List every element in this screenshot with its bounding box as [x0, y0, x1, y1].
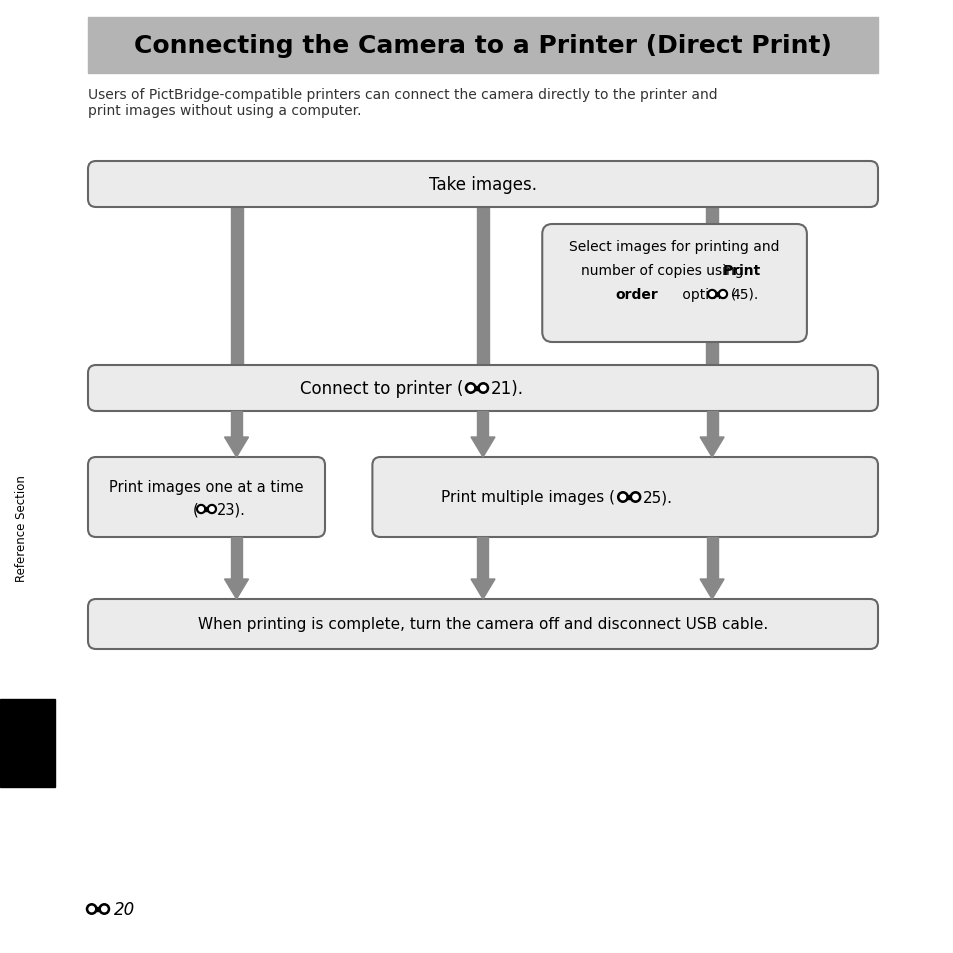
Circle shape — [99, 903, 110, 914]
Polygon shape — [471, 579, 495, 599]
Circle shape — [468, 386, 473, 392]
Polygon shape — [224, 437, 249, 457]
Circle shape — [196, 505, 206, 514]
Circle shape — [198, 507, 203, 512]
Bar — [88, 18, 877, 74]
Circle shape — [707, 291, 716, 299]
Polygon shape — [706, 412, 717, 437]
Circle shape — [465, 383, 476, 394]
FancyBboxPatch shape — [372, 457, 877, 537]
Text: order: order — [615, 288, 658, 302]
Text: Users of PictBridge-compatible printers can connect the camera directly to the p: Users of PictBridge-compatible printers … — [88, 88, 717, 102]
Polygon shape — [700, 579, 723, 599]
Text: Reference Section: Reference Section — [15, 475, 29, 582]
Circle shape — [617, 493, 627, 503]
Text: 45).: 45). — [731, 288, 758, 302]
Bar — [625, 496, 633, 499]
Text: Connect to printer (: Connect to printer ( — [299, 379, 462, 397]
Text: 25).: 25). — [642, 490, 673, 505]
Bar — [231, 208, 242, 366]
Text: option (: option ( — [677, 288, 735, 302]
Circle shape — [477, 383, 488, 394]
Bar — [94, 907, 102, 911]
Polygon shape — [477, 537, 488, 579]
Polygon shape — [477, 412, 488, 437]
Bar — [476, 208, 489, 366]
Text: Print images one at a time: Print images one at a time — [110, 480, 303, 495]
Text: Connecting the Camera to a Printer (Direct Print): Connecting the Camera to a Printer (Dire… — [134, 34, 831, 58]
Circle shape — [632, 495, 638, 500]
Circle shape — [709, 293, 714, 297]
FancyBboxPatch shape — [541, 225, 806, 343]
FancyBboxPatch shape — [88, 457, 325, 537]
Circle shape — [619, 495, 625, 500]
Bar — [203, 508, 210, 511]
FancyBboxPatch shape — [88, 366, 877, 412]
Text: 20: 20 — [113, 900, 135, 918]
Text: Print multiple images (: Print multiple images ( — [440, 490, 615, 505]
Polygon shape — [224, 579, 249, 599]
Circle shape — [102, 906, 107, 912]
Circle shape — [630, 493, 640, 503]
Bar — [473, 387, 480, 391]
Polygon shape — [706, 537, 717, 579]
Polygon shape — [231, 412, 242, 437]
Polygon shape — [700, 437, 723, 457]
Polygon shape — [471, 437, 495, 457]
Bar — [714, 293, 720, 296]
Text: number of copies using: number of copies using — [580, 264, 747, 277]
Text: Select images for printing and: Select images for printing and — [569, 240, 779, 253]
Text: print images without using a computer.: print images without using a computer. — [88, 104, 361, 118]
Circle shape — [718, 291, 727, 299]
Bar — [705, 208, 718, 225]
Bar — [705, 343, 718, 366]
Text: 21).: 21). — [491, 379, 523, 397]
Circle shape — [207, 505, 216, 514]
Circle shape — [89, 906, 94, 912]
FancyBboxPatch shape — [88, 599, 877, 649]
Bar — [0, 700, 55, 787]
Text: When printing is complete, turn the camera off and disconnect USB cable.: When printing is complete, turn the came… — [197, 617, 767, 632]
Circle shape — [720, 293, 724, 297]
FancyBboxPatch shape — [88, 162, 877, 208]
Circle shape — [87, 903, 97, 914]
Circle shape — [210, 507, 214, 512]
Circle shape — [480, 386, 485, 392]
Text: Take images.: Take images. — [429, 175, 537, 193]
Text: (: ( — [193, 502, 198, 517]
Text: Print: Print — [721, 264, 760, 277]
Polygon shape — [231, 537, 242, 579]
Text: 23).: 23). — [216, 502, 245, 517]
